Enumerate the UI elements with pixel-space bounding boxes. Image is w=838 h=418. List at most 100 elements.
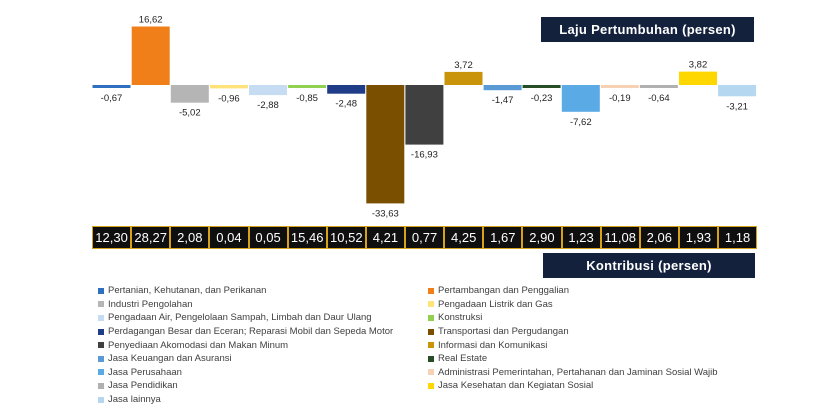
legend-swatch-13 [428, 369, 434, 376]
growth-bar-13 [600, 85, 639, 88]
growth-value-label-8: -16,93 [411, 150, 438, 161]
contribution-title: Kontribusi (persen) [543, 253, 755, 278]
legend-swatch-4 [98, 314, 104, 321]
growth-bar-11 [522, 85, 561, 88]
growth-bar-6 [327, 85, 366, 94]
growth-value-label-5: -0,85 [296, 93, 318, 104]
legend-swatch-5 [428, 314, 434, 321]
growth-value-label-1: 16,62 [139, 15, 163, 26]
contribution-cell-5: 15,46 [287, 226, 327, 249]
legend-swatch-15 [428, 382, 434, 389]
growth-value-label-11: -0,23 [531, 93, 553, 104]
growth-value-label-12: -7,62 [570, 117, 592, 128]
growth-bar-0 [92, 85, 131, 88]
legend-label-5: Konstruksi [438, 312, 483, 324]
growth-bar-8 [405, 85, 444, 145]
legend-label-2: Industri Pengolahan [108, 298, 193, 310]
legend-item-10: Jasa Keuangan dan Asuransi [98, 352, 428, 366]
legend-label-11: Real Estate [438, 353, 488, 365]
legend-item-12: Jasa Perusahaan [98, 366, 428, 380]
legend-item-2: Industri Pengolahan [98, 298, 428, 312]
growth-bar-2 [170, 85, 209, 103]
contribution-cell-9: 4,25 [444, 226, 484, 249]
growth-value-label-4: -2,88 [257, 100, 279, 111]
growth-value-label-7: -33,63 [372, 208, 399, 219]
growth-value-label-2: -5,02 [179, 108, 201, 119]
growth-bar-16 [718, 85, 757, 97]
legend-swatch-12 [98, 369, 104, 376]
legend-swatch-11 [428, 355, 434, 362]
legend-item-7: Transportasi dan Pergudangan [428, 325, 778, 339]
legend-label-15: Jasa Kesehatan dan Kegiatan Sosial [438, 380, 594, 392]
growth-bar-chart: -0,67 16,62 -5,02 -0,96 -2,88 -0,85 -2,48 -33,6… [92, 15, 757, 219]
growth-bar-4 [249, 85, 287, 96]
legend-label-16: Jasa lainnya [108, 394, 161, 406]
legend-swatch-3 [428, 301, 434, 308]
growth-value-label-16: -3,21 [726, 101, 748, 112]
legend-swatch-8 [98, 342, 104, 349]
contribution-cell-3: 0,04 [209, 226, 249, 249]
legend-swatch-10 [98, 355, 104, 362]
legend: Pertanian, Kehutanan, dan Perikanan Perta… [98, 284, 778, 406]
legend-item-0: Pertanian, Kehutanan, dan Perikanan [98, 284, 428, 298]
legend-label-8: Penyediaan Akomodasi dan Makan Minum [108, 339, 289, 351]
legend-label-7: Transportasi dan Pergudangan [438, 326, 569, 338]
growth-value-label-6: -2,48 [335, 99, 357, 110]
legend-item-9: Informasi dan Komunikasi [428, 338, 778, 352]
legend-label-3: Pengadaan Listrik dan Gas [438, 298, 553, 310]
growth-bar-7 [366, 85, 405, 204]
contribution-cell-14: 2,06 [639, 226, 679, 249]
legend-item-15: Jasa Kesehatan dan Kegiatan Sosial [428, 379, 778, 393]
growth-value-label-14: -0,64 [648, 93, 670, 104]
legend-swatch-6 [98, 328, 104, 335]
contribution-cell-10: 1,67 [483, 226, 523, 249]
legend-label-6: Perdagangan Besar dan Eceran; Reparasi M… [108, 326, 394, 338]
growth-value-label-3: -0,96 [218, 93, 240, 104]
legend-item-6: Perdagangan Besar dan Eceran; Reparasi M… [98, 325, 428, 339]
legend-swatch-0 [98, 287, 104, 294]
growth-value-label-10: -1,47 [492, 95, 514, 106]
legend-label-12: Jasa Perusahaan [108, 366, 182, 378]
legend-item-3: Pengadaan Listrik dan Gas [428, 298, 778, 312]
growth-bar-1 [131, 26, 170, 85]
legend-label-13: Administrasi Pemerintahan, Pertahanan da… [438, 366, 718, 378]
contribution-cell-1: 28,27 [131, 226, 171, 249]
growth-value-label-0: -0,67 [101, 93, 123, 104]
growth-bar-9 [444, 71, 483, 85]
legend-label-14: Jasa Pendidikan [108, 380, 178, 392]
legend-item-13: Administrasi Pemerintahan, Pertahanan da… [428, 366, 778, 380]
contribution-row: 12,30 28,27 2,08 0,04 0,05 15,46 10,52 4,21 0,77… [92, 226, 758, 249]
growth-value-label-15: 3,82 [689, 60, 708, 71]
contribution-cell-11: 2,90 [522, 226, 562, 249]
contribution-cell-8: 0,77 [405, 226, 445, 249]
legend-label-10: Jasa Keuangan dan Asuransi [108, 353, 232, 365]
legend-swatch-2 [98, 301, 104, 308]
growth-bar-12 [561, 85, 600, 112]
legend-item-14: Jasa Pendidikan [98, 379, 428, 393]
contribution-cell-12: 1,23 [561, 226, 601, 249]
legend-item-1: Pertambangan dan Penggalian [428, 284, 778, 298]
legend-label-1: Pertambangan dan Penggalian [438, 285, 569, 297]
legend-swatch-1 [428, 287, 434, 294]
contribution-cell-2: 2,08 [170, 226, 210, 249]
contribution-cell-13: 11,08 [600, 226, 640, 249]
legend-label-0: Pertanian, Kehutanan, dan Perikanan [108, 285, 267, 297]
legend-item-8: Penyediaan Akomodasi dan Makan Minum [98, 338, 428, 352]
contribution-cell-16: 1,18 [718, 226, 758, 249]
contribution-cell-0: 12,30 [92, 226, 132, 249]
legend-label-9: Informasi dan Komunikasi [438, 339, 548, 351]
growth-value-label-9: 3,72 [454, 60, 473, 71]
growth-value-label-13: -0,19 [609, 93, 631, 104]
legend-swatch-16 [98, 396, 104, 403]
legend-item-4: Pengadaan Air, Pengelolaan Sampah, Limba… [98, 311, 428, 325]
contribution-cell-7: 4,21 [365, 226, 405, 249]
legend-item-5: Konstruksi [428, 311, 778, 325]
legend-item-16: Jasa lainnya [98, 393, 428, 407]
growth-bar-15 [679, 71, 717, 85]
contribution-cell-6: 10,52 [326, 226, 366, 249]
growth-title: Laju Pertumbuhan (persen) [541, 17, 754, 42]
legend-swatch-14 [98, 382, 104, 389]
legend-swatch-7 [428, 328, 434, 335]
legend-label-4: Pengadaan Air, Pengelolaan Sampah, Limba… [108, 312, 372, 324]
legend-item-11: Real Estate [428, 352, 778, 366]
